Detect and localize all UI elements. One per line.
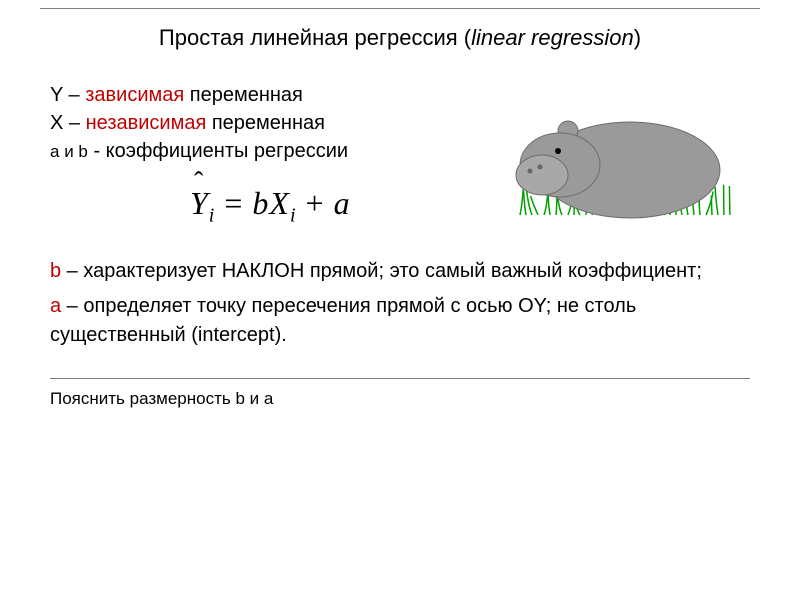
footer-note: Пояснить размерность b и a — [50, 389, 750, 409]
body-a-rest: – определяет точку пересечения прямой с … — [50, 295, 636, 346]
def-y-dash: – — [63, 84, 85, 106]
body-a: a – определяет точку пересечения прямой … — [50, 292, 750, 350]
slide: Простая линейная регрессия (linear regre… — [0, 0, 800, 600]
def-x-key: независимая — [86, 112, 207, 134]
def-y-rest: переменная — [184, 84, 303, 106]
body-b: b – характеризует НАКЛОН прямой; это сам… — [50, 257, 750, 286]
eq-equals: = — [215, 185, 252, 221]
body-a-var: a — [50, 295, 61, 317]
def-mid: и — [59, 142, 78, 161]
body-b-dash: – характеризует — [61, 260, 222, 282]
bottom-divider — [50, 378, 750, 379]
title-paren-open: ( — [458, 25, 471, 50]
body-b-var: b — [50, 260, 61, 282]
hippo-snout — [516, 155, 568, 195]
hippo-nostril-2 — [538, 165, 543, 170]
title-italic: linear regression — [471, 25, 634, 50]
eq-plus: + — [297, 185, 334, 221]
hippo-illustration — [510, 75, 740, 235]
def-x: X – независимая переменная — [50, 109, 450, 137]
title-paren-close: ) — [634, 25, 641, 50]
def-b-var: b — [78, 142, 87, 161]
definitions-block: Y – зависимая переменная X – независимая… — [50, 81, 450, 165]
body-b-rest: прямой; это самый важный коэффициент; — [304, 260, 702, 282]
def-x-var: X — [50, 112, 63, 134]
body-b-bold: НАКЛОН — [222, 260, 305, 282]
def-y: Y – зависимая переменная — [50, 81, 450, 109]
def-x-dash: – — [63, 112, 85, 134]
def-ab: a и b - коэффициенты регрессии — [50, 137, 450, 165]
def-y-var: Y — [50, 84, 63, 106]
def-y-key: зависимая — [85, 84, 184, 106]
title-main: Простая линейная регрессия — [159, 25, 458, 50]
eq-a: a — [334, 185, 351, 221]
eq-b: b — [252, 185, 269, 221]
hippo-svg — [510, 75, 740, 235]
def-ab-rest: - коэффициенты регрессии — [88, 140, 348, 162]
eq-Y: Y — [190, 185, 209, 222]
hippo-nostril-1 — [528, 169, 533, 174]
def-x-rest: переменная — [206, 112, 325, 134]
slide-title: Простая линейная регрессия (linear regre… — [50, 25, 750, 51]
hippo-eye — [555, 148, 561, 154]
eq-X: X — [269, 185, 290, 221]
